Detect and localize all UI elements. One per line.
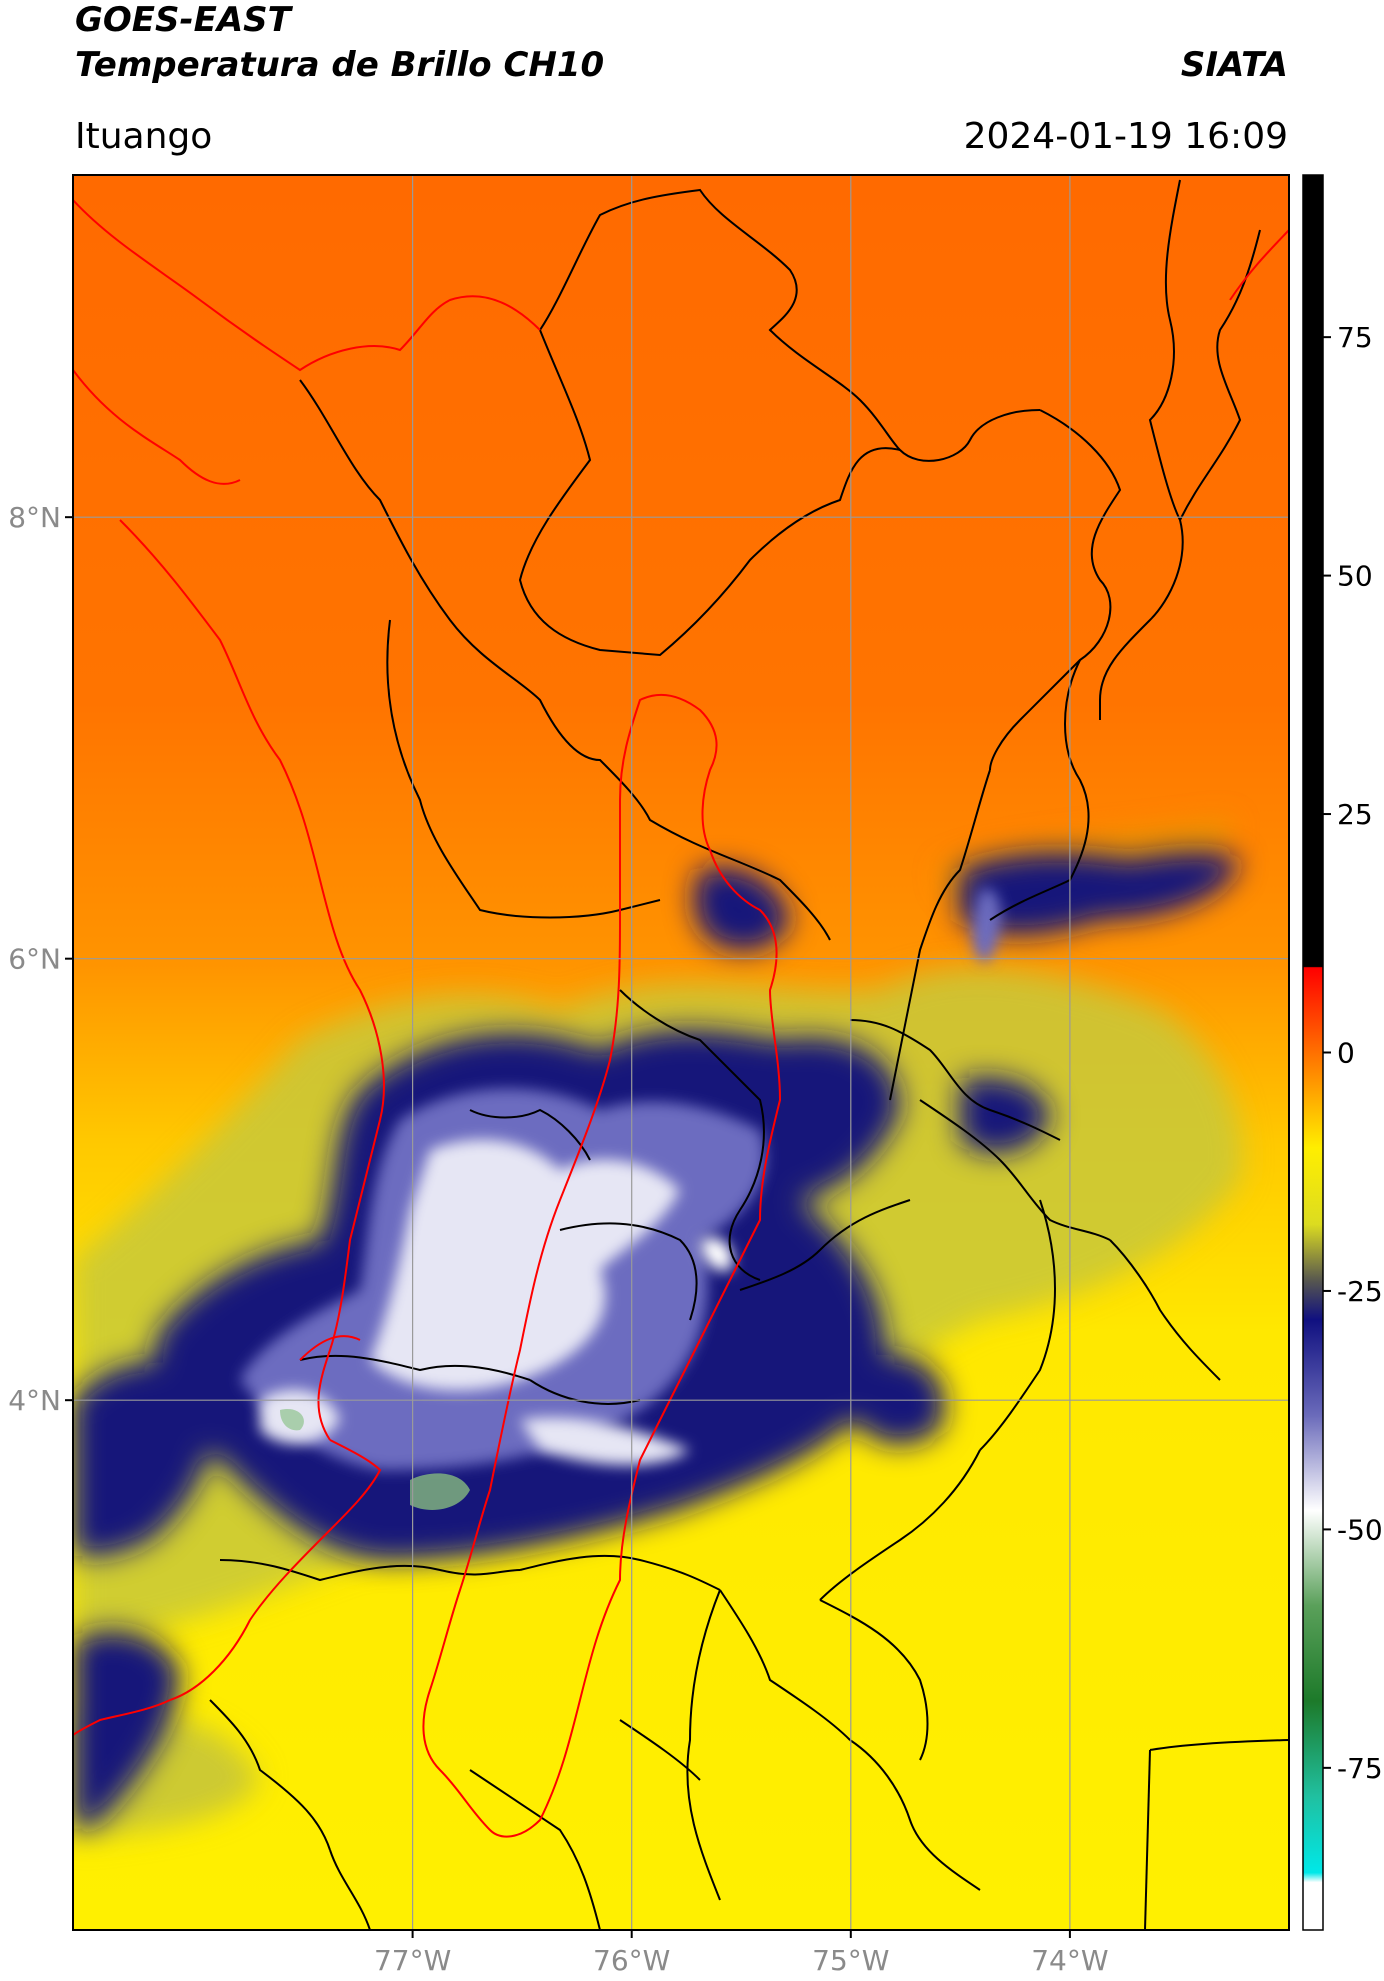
lon-tick-label: 74°W bbox=[1031, 1944, 1108, 1977]
colorbar: 75 50 25 0 -25 -50 -75 bbox=[1302, 174, 1383, 1931]
brand-label: SIATA bbox=[1180, 45, 1288, 85]
longitude-axis: 77°W 76°W 75°W 74°W bbox=[374, 1930, 1109, 1977]
colorbar-tick-label: -75 bbox=[1337, 1752, 1383, 1785]
datetime-label: 2024-01-19 16:09 bbox=[963, 116, 1288, 157]
lon-tick-label: 75°W bbox=[812, 1944, 889, 1977]
colorbar-tick-label: 50 bbox=[1337, 560, 1373, 593]
product-title: Temperatura de Brillo CH10 bbox=[75, 45, 605, 85]
map-frame bbox=[72, 174, 1290, 1931]
colorbar-tick-label: 25 bbox=[1337, 798, 1373, 831]
cold-cloud-tops bbox=[73, 820, 1242, 1840]
region-label: Ituango bbox=[75, 116, 213, 157]
lon-tick-label: 76°W bbox=[593, 1944, 670, 1977]
satellite-title: GOES-EAST bbox=[75, 0, 291, 40]
department-borders bbox=[209, 179, 1289, 1930]
colorbar-ramp bbox=[1303, 175, 1323, 1930]
map-area bbox=[73, 175, 1289, 1930]
colorbar-tick-label: 75 bbox=[1337, 321, 1373, 354]
latitude-axis: 8°N 6°N 4°N bbox=[8, 501, 73, 1417]
colorbar-tick-label: 0 bbox=[1337, 1037, 1355, 1070]
lat-tick-label: 4°N bbox=[8, 1384, 61, 1417]
graticule bbox=[73, 175, 1289, 1930]
colorbar-tick-label: -25 bbox=[1337, 1275, 1383, 1308]
lat-tick-label: 8°N bbox=[8, 501, 61, 534]
colorbar-ticks: 75 50 25 0 -25 -50 -75 bbox=[1323, 321, 1383, 1785]
colorbar-tick-label: -50 bbox=[1337, 1513, 1383, 1546]
lat-tick-label: 6°N bbox=[8, 943, 61, 976]
coastline bbox=[73, 199, 1289, 1736]
lon-tick-label: 77°W bbox=[374, 1944, 451, 1977]
ituango-basin-outline bbox=[422, 693, 782, 1838]
